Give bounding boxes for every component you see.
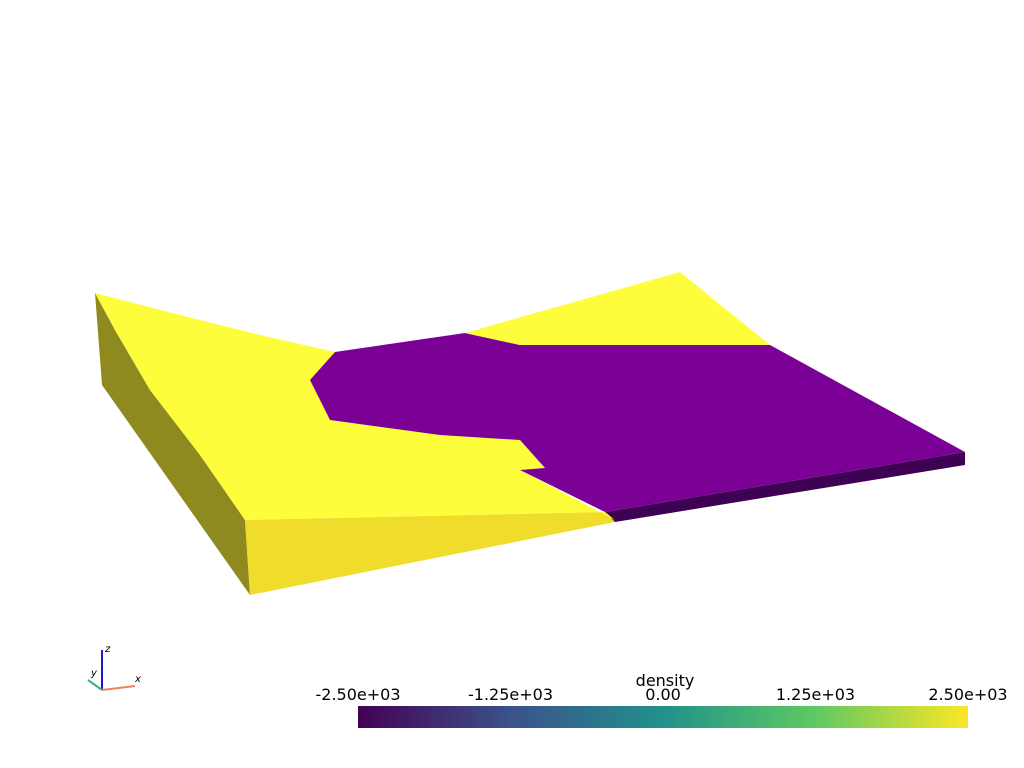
colorbar <box>358 706 968 728</box>
colorbar-tick-label: 2.50e+03 <box>928 685 1007 704</box>
colorbar-tick-label: 0.00 <box>645 685 681 704</box>
axes-widget: z x y <box>87 644 141 691</box>
colorbar-tick-label: -1.25e+03 <box>468 685 553 704</box>
top-yellow-left <box>95 293 615 520</box>
top-yellow-back <box>465 272 770 345</box>
x-axis <box>101 685 136 691</box>
z-label: z <box>104 644 111 655</box>
front-face-yellow <box>245 512 615 595</box>
front-face-purple <box>605 452 965 522</box>
x-label: x <box>134 674 141 685</box>
y-label: y <box>90 668 98 679</box>
mesh <box>95 272 965 595</box>
colorbar-title: density <box>636 671 695 690</box>
y-axis <box>87 679 103 691</box>
colorbar-tick-label: 1.25e+03 <box>776 685 855 704</box>
left-side-face <box>95 293 250 595</box>
colorbar-tick-label: -2.50e+03 <box>315 685 400 704</box>
top-purple <box>310 333 965 512</box>
